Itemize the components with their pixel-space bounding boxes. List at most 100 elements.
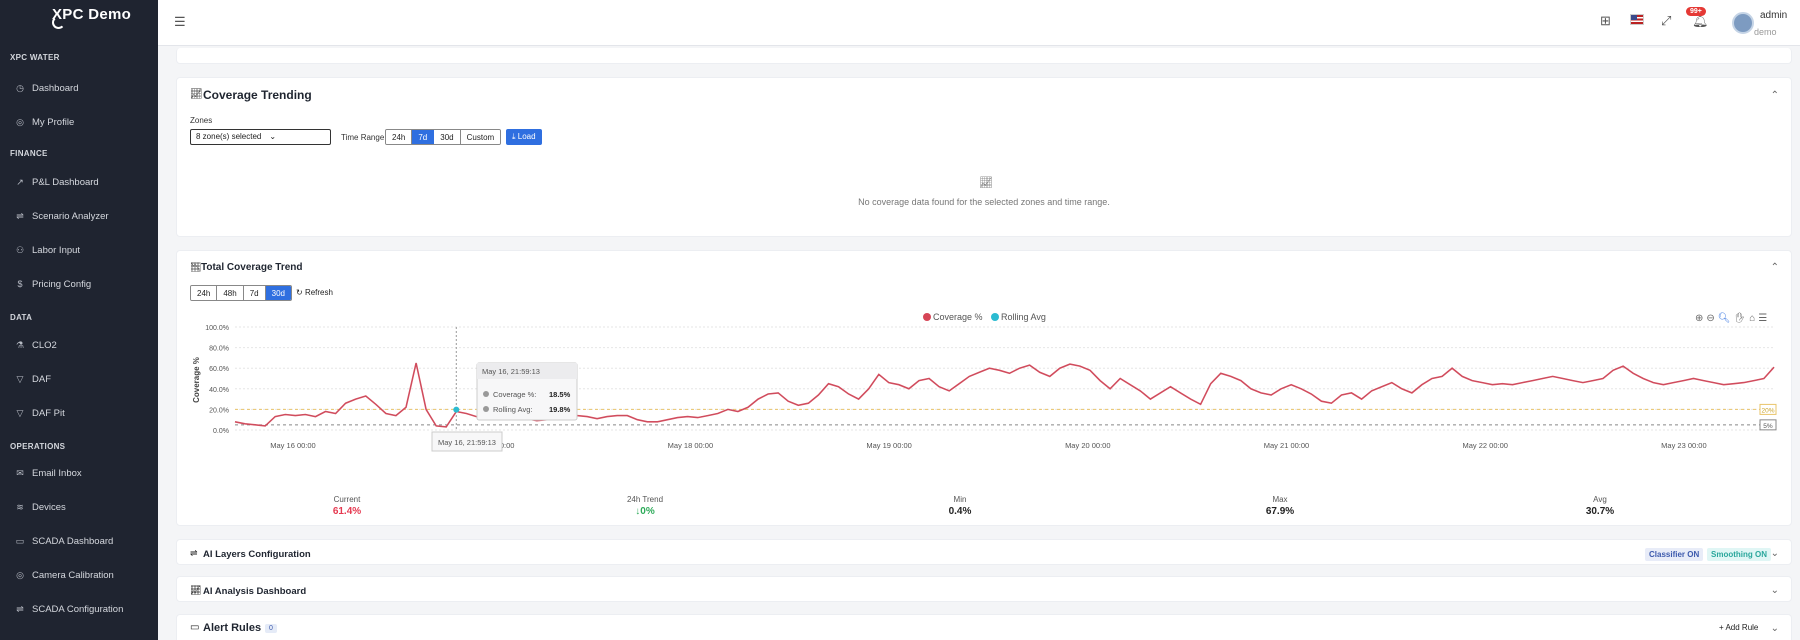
bell-icon[interactable]: 🔔︎ [1692, 13, 1709, 28]
chart-legend: Coverage % Rolling Avg [923, 312, 1046, 322]
sidebar-item-label: Pricing Config [32, 278, 92, 290]
range-button-30d[interactable]: 30d [434, 130, 461, 144]
crosshair-x-label: May 16, 21:59:13 [431, 431, 503, 452]
smoothing-badge: Smoothing ON [1707, 548, 1771, 561]
pan-icon[interactable]: ✋︎ [1733, 313, 1750, 324]
highlight-point [453, 406, 460, 413]
sidebar-item-labor-input[interactable]: ⚇ Labor Input [0, 239, 158, 261]
fullscreen-icon[interactable]: ⤢ [1661, 13, 1672, 28]
collapse-chevron-icon[interactable]: ⌃ [1770, 90, 1779, 101]
expand-chevron-icon[interactable]: ⌄ [1770, 548, 1779, 559]
range-button-7d[interactable]: 7d [243, 286, 266, 300]
empty-state-text: No coverage data found for the selected … [858, 197, 1110, 207]
menu-icon[interactable]: ☰ [174, 14, 186, 29]
zones-select[interactable]: 8 zone(s) selected ⌄ [190, 129, 331, 145]
tooltip-coverage-label: Coverage %: [493, 390, 536, 399]
refresh-button[interactable]: ↻ Refresh [296, 288, 333, 297]
legend-marker [923, 313, 931, 321]
sidebar-item-dashboard[interactable]: ◷ Dashboard [0, 77, 158, 99]
expand-chevron-icon[interactable]: ⌄ [1770, 623, 1779, 634]
chart-tooltip: May 16, 21:59:13 Coverage %: 18.5% Rolling … [476, 362, 578, 421]
x-tick-label: May 20 00:00 [1065, 441, 1110, 450]
range-button-30d[interactable]: 30d [265, 286, 291, 300]
zoom-out-icon[interactable]: ⊖ [1706, 313, 1718, 324]
trend-icon: 📉︎ [190, 262, 202, 272]
refresh-label: Refresh [304, 288, 333, 297]
stat-value: 67.9% [1265, 506, 1295, 517]
sidebar-item-label: CLO2 [32, 339, 57, 351]
x-tick-label: May 23 00:00 [1661, 441, 1706, 450]
sidebar-item-daf[interactable]: ▽ DAF [0, 368, 158, 390]
previous-card [176, 48, 1792, 64]
range-button-48h[interactable]: 48h [217, 286, 244, 300]
selection-zoom-icon[interactable]: 🔍︎ [1717, 313, 1734, 324]
stat-value: 30.7% [1585, 506, 1615, 517]
y-tick-label: 40.0% [209, 387, 229, 394]
load-icon: ⤓ [512, 132, 518, 141]
range-button-custom[interactable]: Custom [460, 130, 501, 144]
y-axis-label: Coverage % [192, 357, 201, 403]
tooltip-header [477, 363, 577, 379]
threshold-label: 20% [1761, 407, 1774, 414]
load-button[interactable]: ⤓ Load [506, 129, 542, 145]
sidebar-item-p-l-dashboard[interactable]: ↗ P&L Dashboard [0, 171, 158, 193]
sidebar-section-finance: FINANCE [10, 149, 48, 158]
range-button-7d[interactable]: 7d [412, 130, 435, 144]
tooltip-marker [483, 406, 489, 412]
trend-chart-icon: ↗ [16, 176, 24, 187]
range-button-24h[interactable]: 24h [191, 286, 218, 300]
sidebar-item-daf-pit[interactable]: ▽ DAF Pit [0, 402, 158, 424]
x-tick-label: May 22 00:00 [1462, 441, 1507, 450]
sidebar-item-email-inbox[interactable]: ✉ Email Inbox [0, 462, 158, 484]
users-icon: ⚇ [15, 244, 25, 255]
apps-grid-icon[interactable]: ⊞ [1600, 13, 1611, 28]
stat-label: Current [333, 495, 361, 504]
legend-label[interactable]: Coverage % [933, 312, 983, 322]
topbar: ☰ ⊞ ⤢ 🔔︎ 99+ admin demo [158, 0, 1800, 46]
y-tick-label: 100.0% [205, 325, 229, 332]
zoom-in-icon[interactable]: ⊕ [1695, 313, 1707, 324]
avatar[interactable] [1732, 12, 1754, 34]
user-name[interactable]: admin [1760, 10, 1788, 21]
legend-label[interactable]: Rolling Avg [1001, 312, 1046, 322]
sidebar-item-camera-calibration[interactable]: ◎ Camera Calibration [0, 564, 158, 586]
x-tick-label: May 21 00:00 [1264, 441, 1309, 450]
sidebar-item-label: Camera Calibration [32, 569, 114, 581]
alert-rules-title: Alert Rules [203, 622, 262, 634]
tooltip-coverage-value: 18.5% [549, 390, 571, 399]
monitor-icon: ▭ [15, 535, 25, 546]
sidebar-item-scada-dashboard[interactable]: ▭ SCADA Dashboard [0, 530, 158, 552]
y-tick-label: 20.0% [209, 407, 229, 414]
expand-chevron-icon[interactable]: ⌄ [1770, 585, 1779, 596]
collapse-chevron-icon[interactable]: ⌃ [1770, 262, 1779, 273]
range-button-24h[interactable]: 24h [386, 130, 413, 144]
ai-analysis-title: AI Analysis Dashboard [203, 586, 307, 597]
analysis-icon: 📈︎ [190, 585, 202, 595]
sidebar-item-scada-configuration[interactable]: ⇌ SCADA Configuration [0, 598, 158, 620]
sliders-icon: ⇌ [16, 603, 24, 614]
crosshair-label-text: May 16, 21:59:13 [438, 438, 496, 447]
legend-marker [991, 313, 999, 321]
us-flag-icon[interactable] [1630, 14, 1644, 25]
add-rule-button[interactable]: + Add Rule [1719, 623, 1758, 632]
ai-layers-card: ⇌ AI Layers Configuration Classifier ON … [176, 539, 1792, 565]
tooltip-marker [483, 391, 489, 397]
refresh-icon: ↻ [296, 288, 305, 297]
chart-icon: 📈︎ [190, 89, 203, 100]
reset-home-icon[interactable]: ⌂ [1749, 313, 1759, 324]
sidebar-item-my-profile[interactable]: ◎ My Profile [0, 111, 158, 133]
sidebar-item-scenario-analyzer[interactable]: ⇌ Scenario Analyzer [0, 205, 158, 227]
zones-label: Zones [190, 116, 213, 125]
coverage-trending-title: Coverage Trending [203, 88, 312, 102]
threshold-label: 5% [1763, 423, 1773, 430]
wifi-icon: ≋ [16, 501, 24, 512]
chart-menu-icon[interactable]: ☰ [1758, 313, 1771, 324]
x-tick-label: May 18 00:00 [668, 441, 713, 450]
filter-icon: ▽ [16, 407, 24, 418]
sidebar-item-clo2[interactable]: ⚗ CLO2 [0, 334, 158, 356]
ai-analysis-card: 📈︎ AI Analysis Dashboard ⌄ [176, 576, 1792, 602]
stat-label: 24h Trend [626, 495, 664, 504]
sidebar-item-pricing-config[interactable]: $ Pricing Config [0, 273, 158, 295]
sidebar-item-devices[interactable]: ≋ Devices [0, 496, 158, 518]
plus-icon: + [1719, 623, 1726, 632]
